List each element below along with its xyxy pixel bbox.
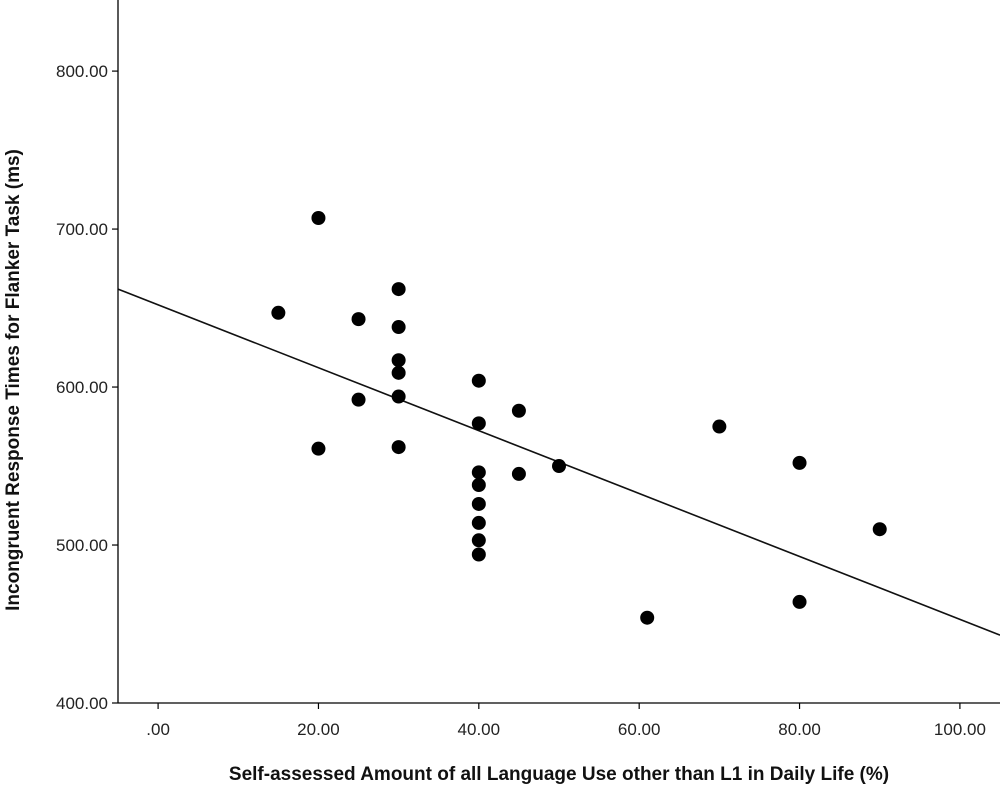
data-point <box>471 465 486 480</box>
x-tick-label: 80.00 <box>778 720 821 739</box>
x-axis-ticks: .00 20.00 40.00 60.00 80.00 100.00 <box>146 703 986 739</box>
data-point <box>391 365 406 380</box>
x-tick-label: 60.00 <box>618 720 661 739</box>
data-point <box>872 522 887 537</box>
data-point <box>471 515 486 530</box>
data-point <box>311 441 326 456</box>
plot-area <box>118 0 1000 703</box>
data-point <box>792 455 807 470</box>
y-tick-label: 400.00 <box>56 694 108 713</box>
x-tick-label: 20.00 <box>297 720 340 739</box>
data-point <box>712 419 727 434</box>
y-tick-label: 700.00 <box>56 220 108 239</box>
data-point <box>271 305 286 320</box>
data-point <box>391 320 406 335</box>
data-point <box>351 392 366 407</box>
x-tick-label: 40.00 <box>458 720 501 739</box>
data-point <box>511 466 526 481</box>
data-points <box>271 211 887 625</box>
x-tick-label: 100.00 <box>934 720 986 739</box>
data-point <box>792 594 807 609</box>
data-point <box>552 459 566 474</box>
y-axis-title: Incongruent Response Times for Flanker T… <box>3 149 24 611</box>
x-axis-title: Self-assessed Amount of all Language Use… <box>229 764 889 785</box>
data-point <box>471 373 486 388</box>
data-point <box>471 496 486 511</box>
data-point <box>471 547 486 562</box>
y-tick-label: 600.00 <box>56 378 108 397</box>
y-tick-label: 500.00 <box>56 536 108 555</box>
data-point <box>391 282 406 297</box>
data-point <box>391 353 406 368</box>
data-point <box>391 389 406 404</box>
data-point <box>471 477 486 492</box>
data-point <box>471 416 486 431</box>
data-point <box>511 403 526 418</box>
data-point <box>391 440 406 455</box>
y-tick-label: 800.00 <box>56 62 108 81</box>
y-axis-ticks: 400.00 500.00 600.00 700.00 800.00 <box>56 62 118 713</box>
data-point <box>471 533 486 548</box>
data-point <box>640 610 655 625</box>
data-point <box>351 312 366 327</box>
data-point <box>311 211 326 226</box>
x-tick-label: .00 <box>146 720 170 739</box>
